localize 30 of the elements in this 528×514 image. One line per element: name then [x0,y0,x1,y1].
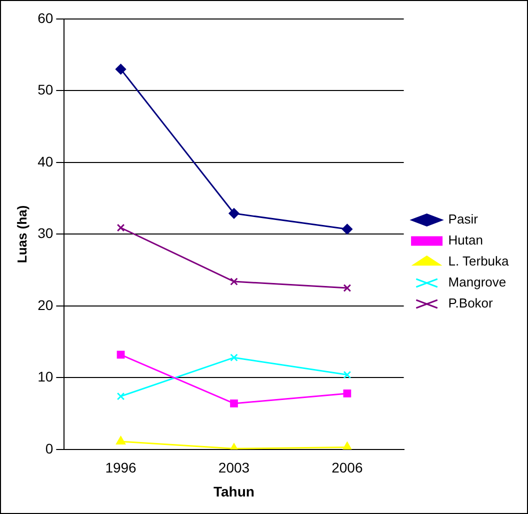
legend-label: Pasir [448,212,479,227]
x-tick-label: 2003 [218,460,250,476]
legend-label: L. Terbuka [448,254,510,269]
point [116,350,125,359]
legend-label: P.Bokor [448,296,494,311]
legend-label: Mangrove [448,274,506,290]
point [343,390,352,398]
legend-label: Hutan [448,232,483,248]
point [116,392,125,400]
y-axis-title: Luas (ha) [14,205,30,264]
x-axis-title: Tahun [214,483,254,500]
point [116,224,125,232]
point [230,400,238,408]
y-tick-label: 0 [45,440,54,456]
y-tick-label: 30 [38,225,54,242]
point [343,284,352,292]
point [116,436,126,445]
point [228,208,240,219]
y-tick-label: 20 [38,296,54,313]
point [116,64,126,74]
point [343,370,352,379]
y-tick-label: 60 [38,10,54,26]
point [230,354,238,362]
point [342,224,352,234]
y-tick-label: 10 [38,368,54,385]
y-tick-label: 40 [38,153,54,170]
x-tick-label: 1996 [105,460,137,476]
y-tick-label: 50 [38,82,54,98]
point [230,278,238,286]
x-tick-label: 2006 [332,460,363,476]
